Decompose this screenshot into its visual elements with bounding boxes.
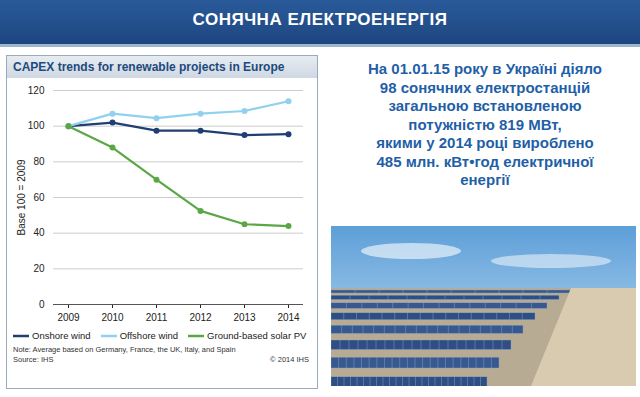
svg-text:2009: 2009 (57, 312, 80, 323)
html-text:загальною встановленою: загальною встановленою (388, 97, 582, 114)
html-text:CAPEX trends for renewable pro: CAPEX trends for renewable projects in E… (13, 60, 285, 74)
html-text:Onshore wind: Onshore wind (32, 330, 91, 341)
svg-text:2010: 2010 (101, 312, 124, 323)
html-text:якими у 2014 році вироблено: якими у 2014 році вироблено (376, 134, 594, 151)
svg-text:60: 60 (33, 192, 45, 203)
html-text:потужністю 819 МВт,: потужністю 819 МВт, (408, 115, 562, 133)
html-text:© 2014 IHS: © 2014 IHS (270, 355, 309, 364)
svg-text:100: 100 (28, 120, 45, 131)
svg-text:40: 40 (33, 227, 45, 238)
html-text:485 млн. кВт•год електричної: 485 млн. кВт•год електричної (376, 152, 594, 170)
html-text:СОНЯЧНА ЕЛЕКТРОЕНЕРГІЯ: СОНЯЧНА ЕЛЕКТРОЕНЕРГІЯ (192, 10, 448, 29)
svg-text:2011: 2011 (146, 312, 168, 323)
svg-text:20: 20 (33, 263, 45, 274)
svg-text:0: 0 (39, 299, 45, 310)
svg-text:2014: 2014 (277, 312, 300, 323)
svg-text:2012: 2012 (189, 312, 212, 323)
html-text:На 01.01.15 року в Україні дія: На 01.01.15 року в Україні діяло (368, 60, 602, 77)
html-text:Source: IHS: Source: IHS (13, 355, 54, 364)
html-text:Note: Average based on Germany: Note: Average based on Germany, France, … (13, 345, 236, 354)
html-text:енергії: енергії (460, 171, 510, 188)
html-text:Offshore wind: Offshore wind (119, 330, 179, 341)
svg-text:80: 80 (33, 156, 45, 167)
html-text:Ground-based solar PV: Ground-based solar PV (207, 330, 307, 341)
svg-text:Base 100 = 2009: Base 100 = 2009 (16, 159, 27, 235)
svg-text:120: 120 (28, 85, 45, 96)
svg-text:2013: 2013 (233, 312, 256, 323)
html-text:98 сонячних електростанцій: 98 сонячних електростанцій (379, 78, 591, 96)
